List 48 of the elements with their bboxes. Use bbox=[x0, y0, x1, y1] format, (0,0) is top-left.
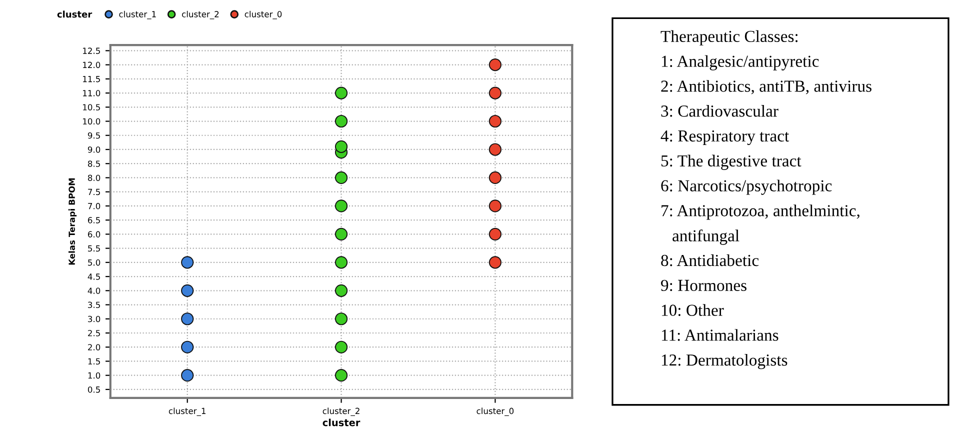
legend-label: cluster_0 bbox=[244, 10, 282, 20]
text: 12: Dermatologists bbox=[662, 354, 788, 370]
text: 5: The digestive tract bbox=[661, 154, 802, 170]
y-tick-label: 2.5 bbox=[88, 330, 100, 336]
text: 11: Antimalarians bbox=[662, 329, 778, 341]
y-tick-label: 2.0 bbox=[88, 344, 100, 350]
x-tick-label: cluster_0 bbox=[476, 408, 514, 416]
text: 3: Cardiovascular bbox=[661, 105, 778, 117]
y-tick-label: 12.0 bbox=[83, 62, 100, 68]
x-tick-label: cluster_1 bbox=[168, 408, 206, 416]
text: 2: Antibiotics, antiTB, antivirus bbox=[661, 80, 872, 94]
y-tick-label: 6.0 bbox=[88, 231, 100, 238]
y-tick-label: 4.5 bbox=[88, 274, 100, 280]
text: 4: Respiratory tract bbox=[660, 130, 790, 146]
y-tick-label: 1.5 bbox=[88, 358, 100, 365]
y-tick-label: 9.0 bbox=[88, 146, 100, 153]
y-tick-label: 11.0 bbox=[83, 90, 100, 96]
text: 9: Hormones bbox=[661, 280, 746, 292]
text: 1: Analgesic/antipyretic bbox=[662, 55, 819, 70]
y-tick-label: 0.5 bbox=[88, 386, 100, 393]
y-tick-label: 5.5 bbox=[88, 245, 100, 252]
text: 7: Antiprotozoa, anthelmintic, bbox=[662, 204, 860, 220]
y-tick-label: 8.0 bbox=[88, 174, 100, 182]
y-tick-label: 5.0 bbox=[88, 259, 100, 266]
y-tick-label: 3.5 bbox=[88, 302, 100, 308]
y-tick-label: 12.5 bbox=[83, 48, 100, 54]
y-tick-label: 11.5 bbox=[83, 76, 100, 82]
y-tick-label: 10.0 bbox=[83, 118, 100, 125]
x-axis-title: cluster bbox=[322, 418, 360, 426]
y-tick-label: 7.0 bbox=[88, 202, 100, 210]
y-tick-label: 6.5 bbox=[88, 217, 100, 224]
y-axis-title: Kelas Terapi BPOM bbox=[68, 178, 77, 265]
legend-title: cluster bbox=[57, 10, 92, 18]
text: 6: Narcotics/psychotropic bbox=[661, 180, 832, 195]
text: 8: Antidiabetic bbox=[661, 254, 759, 266]
y-tick-label: 1.0 bbox=[88, 372, 100, 379]
text: Therapeutic Classes: bbox=[660, 30, 798, 46]
y-tick-label: 8.5 bbox=[88, 160, 100, 167]
y-tick-label: 4.0 bbox=[88, 288, 100, 294]
text: antifungal bbox=[672, 229, 740, 245]
y-tick-label: 10.5 bbox=[83, 104, 100, 110]
legend-label: cluster_2 bbox=[182, 10, 219, 20]
y-tick-label: 7.5 bbox=[88, 188, 100, 196]
y-tick-label: 3.0 bbox=[88, 316, 100, 322]
x-tick-label: cluster_2 bbox=[322, 408, 360, 416]
legend-label: cluster_1 bbox=[119, 10, 156, 20]
y-tick-label: 9.5 bbox=[88, 132, 100, 139]
text: 10: Other bbox=[662, 304, 724, 316]
